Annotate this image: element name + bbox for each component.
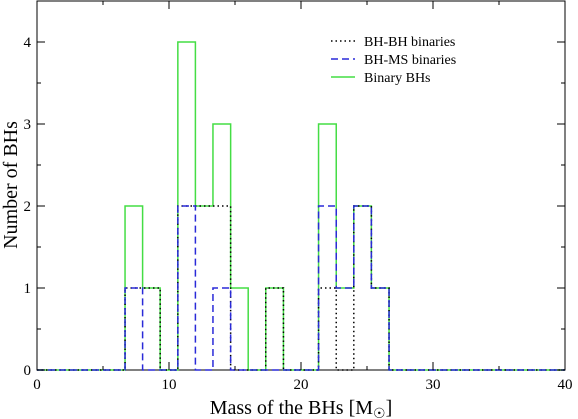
plot-frame (36, 0, 566, 371)
y-tick-label: 1 (24, 281, 32, 297)
tick-layer: 0 10 20 30 40 0 1 2 3 4 (24, 1, 573, 393)
x-tick-label: 20 (294, 377, 309, 393)
series-bh-bh-binaries (37, 205, 565, 371)
y-tick-label: 2 (24, 199, 32, 215)
legend: BH-BH binaries BH-MS binaries Binary BHs (331, 35, 456, 86)
legend-label-bh-ms: BH-MS binaries (364, 53, 456, 68)
legend-label-binary-bhs: Binary BHs (364, 71, 431, 86)
x-tick-label: 40 (558, 377, 573, 393)
legend-label-bh-bh: BH-BH binaries (364, 35, 455, 50)
x-tick-label: 10 (162, 377, 177, 393)
y-axis-title: Number of BHs (0, 121, 22, 249)
x-tick-label: 0 (33, 377, 41, 393)
series-binary-bhs (37, 41, 565, 371)
x-axis-title: Mass of the BHs [M☉] (210, 397, 393, 419)
y-tick-label: 0 (24, 363, 32, 379)
series-bh-ms-binaries (37, 205, 565, 371)
x-tick-label: 30 (426, 377, 441, 393)
series-layer (37, 41, 565, 371)
y-tick-label: 4 (24, 35, 32, 51)
sun-symbol: ☉ (373, 407, 386, 419)
y-tick-label: 3 (24, 117, 32, 133)
